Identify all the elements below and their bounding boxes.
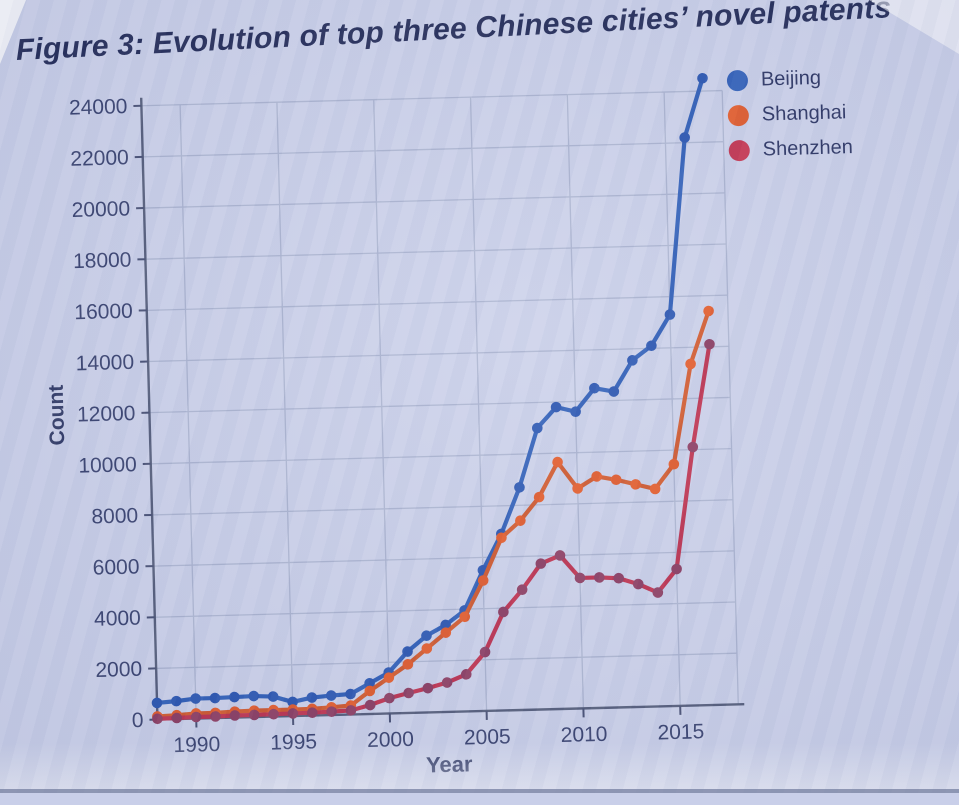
y-tick-label: 14000 <box>75 351 134 376</box>
beijing-marker <box>268 691 279 702</box>
shenzhen-marker <box>613 573 624 584</box>
y-tick-label: 22000 <box>70 146 129 171</box>
beijing-line <box>141 78 718 705</box>
shenzhen-marker <box>384 693 395 704</box>
beijing-marker <box>190 693 201 704</box>
y-tick-label: 10000 <box>78 453 137 478</box>
y-tick-label: 24000 <box>69 95 128 120</box>
beijing-marker <box>152 697 163 708</box>
y-tick-label: 0 <box>132 709 144 732</box>
legend-label-shenzhen: Shenzhen <box>762 136 853 161</box>
y-tick-label: 8000 <box>91 504 138 528</box>
beijing-dot-icon <box>727 70 749 92</box>
y-tick-label: 6000 <box>92 555 139 579</box>
shenzhen-marker <box>365 700 376 711</box>
beijing-marker <box>229 692 240 703</box>
y-tick-label: 12000 <box>77 402 136 427</box>
gridlines <box>141 91 738 720</box>
shanghai-markers <box>142 306 725 722</box>
shanghai-marker <box>611 474 622 485</box>
shenzhen-marker <box>422 683 433 694</box>
legend-label-beijing: Beijing <box>761 67 822 92</box>
legend-item-shanghai: Shanghai <box>728 101 853 127</box>
shenzhen-marker <box>594 572 605 583</box>
shanghai-dot-icon <box>728 105 750 127</box>
beijing-marker <box>679 132 690 143</box>
y-axis-title: Count <box>45 384 70 445</box>
beijing-marker <box>697 73 708 84</box>
photo-bottom-edge <box>0 789 959 793</box>
legend-item-shenzhen: Shenzhen <box>728 136 853 162</box>
x-tick-label: 1990 <box>173 733 220 757</box>
y-tick-label: 20000 <box>71 197 130 222</box>
x-tick-label: 2005 <box>464 725 511 749</box>
beijing-marker <box>514 482 525 493</box>
x-tick-label: 2015 <box>657 720 704 744</box>
legend-item-beijing: Beijing <box>727 66 852 92</box>
beijing-marker <box>210 693 221 704</box>
y-tick-label: 4000 <box>94 607 141 631</box>
y-tick-labels: 0 2000 4000 6000 8000 10000 12000 14000 16000 180… <box>69 95 144 733</box>
shenzhen-marker <box>704 339 715 350</box>
x-axis-title: Year <box>426 751 474 777</box>
y-tick-label: 18000 <box>73 249 132 274</box>
y-tick-label: 16000 <box>74 300 133 325</box>
beijing-marker <box>248 691 259 702</box>
shanghai-marker <box>703 306 714 317</box>
beijing-marker <box>306 692 317 703</box>
x-tick-label: 2000 <box>367 728 414 752</box>
shenzhen-marker <box>403 688 414 699</box>
shanghai-marker <box>630 479 641 490</box>
y-tick-label: 2000 <box>95 658 142 682</box>
shanghai-marker <box>685 358 696 369</box>
beijing-marker <box>171 696 182 707</box>
shenzhen-marker <box>687 442 698 453</box>
shenzhen-dot-icon <box>729 140 751 162</box>
x-tick-label: 1995 <box>270 730 317 754</box>
chart-legend: Beijing Shanghai Shenzhen <box>727 66 853 162</box>
x-tick-label: 2010 <box>560 723 607 747</box>
beijing-marker <box>326 690 337 701</box>
legend-label-shanghai: Shanghai <box>762 101 847 126</box>
shanghai-series <box>142 306 725 722</box>
